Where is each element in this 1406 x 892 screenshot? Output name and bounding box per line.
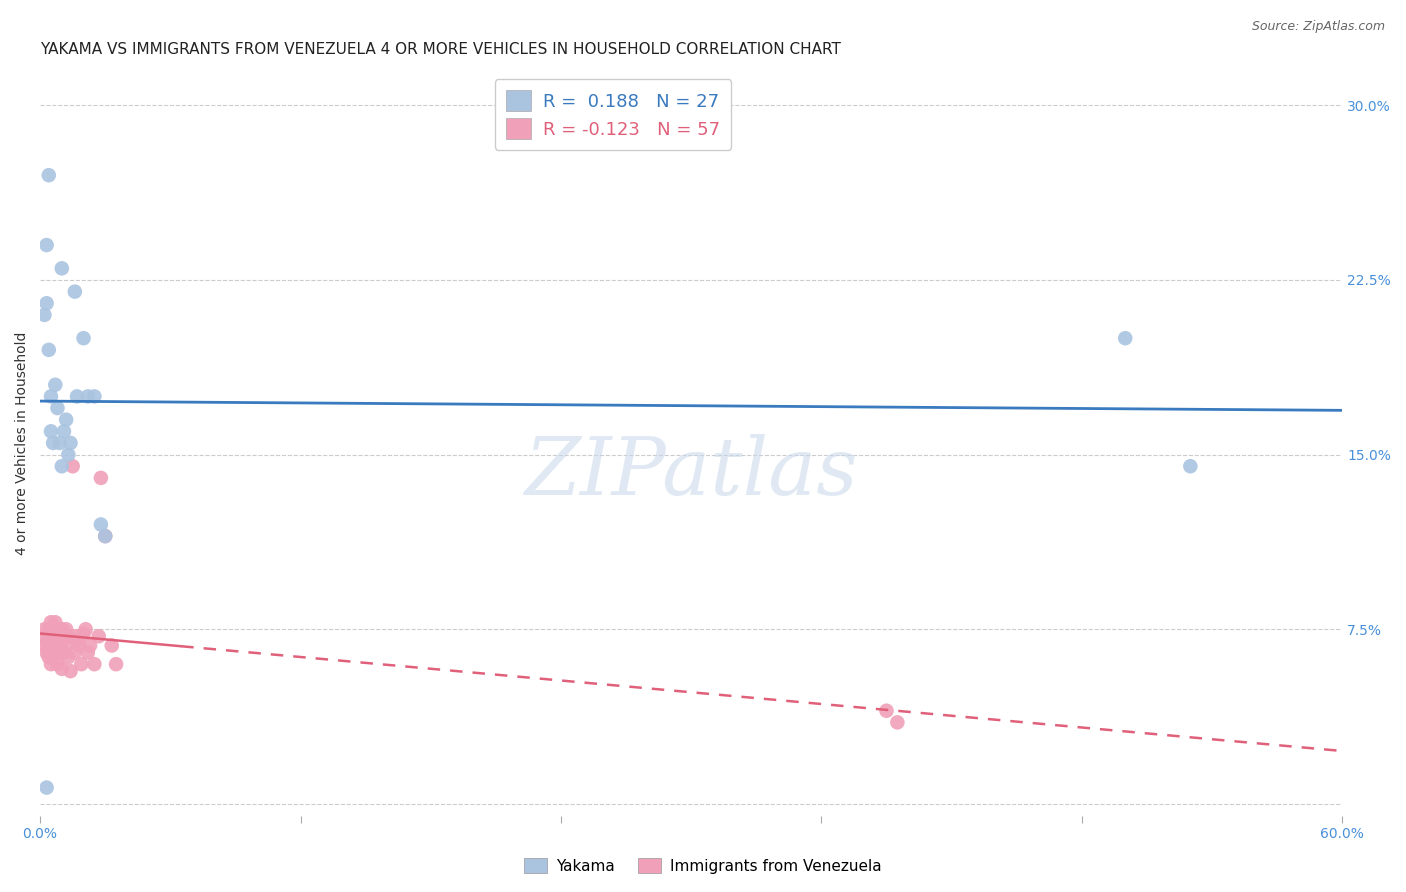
Point	[72, 627, 94, 641]
Point	[876, 704, 898, 718]
Point	[94, 529, 117, 543]
Point	[48, 646, 70, 660]
Point	[34, 308, 56, 322]
Point	[35, 627, 58, 641]
Point	[58, 448, 80, 462]
Point	[44, 377, 66, 392]
Point	[34, 622, 56, 636]
Point	[90, 471, 112, 485]
Point	[38, 650, 60, 665]
Point	[72, 331, 94, 345]
Point	[39, 633, 62, 648]
Text: YAKAMA VS IMMIGRANTS FROM VENEZUELA 4 OR MORE VEHICLES IN HOUSEHOLD CORRELATION : YAKAMA VS IMMIGRANTS FROM VENEZUELA 4 OR…	[41, 42, 841, 57]
Point	[59, 664, 82, 678]
Point	[53, 425, 76, 439]
Point	[38, 629, 60, 643]
Point	[87, 629, 110, 643]
Y-axis label: 4 or more Vehicles in Household: 4 or more Vehicles in Household	[15, 331, 30, 555]
Point	[38, 622, 60, 636]
Point	[46, 639, 69, 653]
Point	[39, 615, 62, 630]
Point	[1180, 459, 1202, 474]
Point	[35, 633, 58, 648]
Point	[76, 389, 98, 403]
Point	[1114, 331, 1136, 345]
Point	[90, 517, 112, 532]
Point	[48, 622, 70, 636]
Legend: R =  0.188   N = 27, R = -0.123   N = 57: R = 0.188 N = 27, R = -0.123 N = 57	[495, 79, 731, 150]
Point	[35, 296, 58, 310]
Point	[62, 459, 84, 474]
Point	[63, 646, 86, 660]
Point	[39, 389, 62, 403]
Point	[58, 629, 80, 643]
Point	[42, 627, 65, 641]
Point	[66, 389, 89, 403]
Point	[59, 436, 82, 450]
Point	[63, 629, 86, 643]
Point	[53, 646, 76, 660]
Point	[42, 650, 65, 665]
Point	[51, 662, 73, 676]
Point	[70, 657, 93, 672]
Point	[55, 639, 77, 653]
Text: Source: ZipAtlas.com: Source: ZipAtlas.com	[1251, 20, 1385, 33]
Point	[51, 633, 73, 648]
Point	[42, 436, 65, 450]
Point	[886, 715, 908, 730]
Text: ZIPatlas: ZIPatlas	[524, 434, 858, 511]
Point	[79, 639, 101, 653]
Point	[83, 657, 105, 672]
Point	[44, 615, 66, 630]
Point	[94, 529, 117, 543]
Point	[51, 261, 73, 276]
Point	[39, 657, 62, 672]
Legend: Yakama, Immigrants from Venezuela: Yakama, Immigrants from Venezuela	[519, 852, 887, 880]
Point	[46, 401, 69, 415]
Point	[42, 622, 65, 636]
Point	[39, 425, 62, 439]
Point	[38, 639, 60, 653]
Point	[35, 780, 58, 795]
Point	[34, 639, 56, 653]
Point	[44, 627, 66, 641]
Point	[58, 650, 80, 665]
Point	[46, 622, 69, 636]
Point	[38, 168, 60, 182]
Point	[51, 622, 73, 636]
Point	[46, 657, 69, 672]
Point	[55, 413, 77, 427]
Point	[53, 627, 76, 641]
Point	[83, 389, 105, 403]
Point	[55, 622, 77, 636]
Point	[66, 633, 89, 648]
Point	[48, 436, 70, 450]
Point	[44, 646, 66, 660]
Point	[76, 646, 98, 660]
Point	[35, 646, 58, 660]
Point	[46, 629, 69, 643]
Point	[67, 639, 90, 653]
Point	[105, 657, 128, 672]
Point	[39, 643, 62, 657]
Point	[51, 646, 73, 660]
Point	[35, 238, 58, 252]
Point	[42, 639, 65, 653]
Point	[48, 629, 70, 643]
Point	[39, 627, 62, 641]
Point	[38, 343, 60, 357]
Point	[51, 459, 73, 474]
Point	[75, 622, 97, 636]
Point	[100, 639, 122, 653]
Point	[63, 285, 86, 299]
